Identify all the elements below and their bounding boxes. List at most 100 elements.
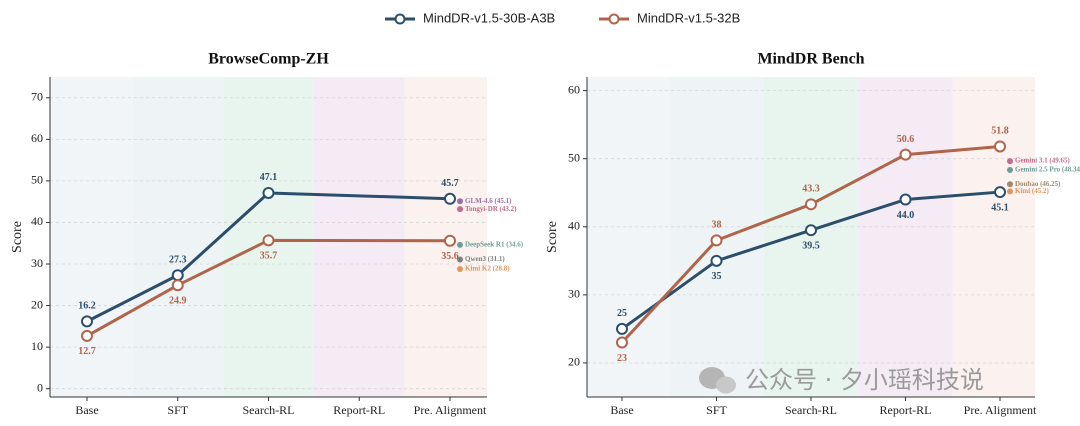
value-label: 16.2 [78,301,96,312]
y-tick-label: 30 [568,287,580,301]
x-tick-label: Pre. Alignment [964,403,1037,417]
chart-panel: MindDR Bench Score 20 30 40 50 60 Base SFT Search… [545,51,1080,417]
value-label: 44.0 [897,210,915,221]
data-point [710,254,723,267]
y-tick-label: 50 [568,150,580,164]
data-point [444,234,456,247]
legend-label: MindDR-v1.5-30B-A3B [423,10,555,25]
value-label: 38 [712,220,722,231]
y-axis-label: Score [10,221,25,253]
legend-item: MindDR-v1.5-30B-A3B [385,10,555,25]
value-label: 35.6 [441,251,459,262]
value-label: 24.9 [169,296,187,307]
data-point [994,186,1006,199]
category-band [858,77,953,397]
x-tick-label: Report-RL [880,403,932,417]
reference-label: GLM-4.6 (45.1) [465,197,512,205]
data-point [805,198,817,211]
reference-dot [1007,158,1013,165]
y-tick-label: 20 [31,297,43,311]
data-point [994,140,1006,153]
chart-title: BrowseComp-ZH [208,51,329,68]
y-tick-label: 60 [31,131,43,145]
watermark-icon [699,367,736,394]
value-label: 23 [617,353,627,364]
x-tick-label: SFT [706,403,727,417]
reference-label: Gemini 3.1 (49.65) [1015,157,1070,165]
category-band [587,77,670,397]
data-point [171,279,184,292]
y-tick-label: 60 [568,82,580,96]
reference-label: Kimi K2 (28.8) [465,265,510,273]
icon-bubble [716,376,736,394]
reference-label: Tongyi-DR (43.2) [465,205,517,213]
value-label: 51.8 [991,126,1009,137]
reference-dot [457,256,463,263]
x-tick-label: SFT [167,403,188,417]
reference-dot [457,241,463,248]
x-tick-label: Report-RL [333,403,385,417]
reference-dot [1007,181,1013,188]
reference-dot [457,266,463,272]
value-label: 12.7 [78,346,96,357]
value-label: 47.1 [260,172,278,183]
y-tick-label: 30 [31,256,43,270]
data-point [262,186,275,199]
reference-dot [1007,167,1013,174]
value-label: 39.5 [802,240,820,251]
data-point [81,315,93,328]
reference-label: Qwen3 (31.1) [465,255,505,263]
y-tick-label: 40 [31,214,43,228]
category-band [132,77,224,397]
data-point [899,148,912,161]
data-point [616,336,628,349]
reference-label: DeepSeek R1 (34.6) [465,241,524,249]
value-label: 35 [712,271,722,282]
category-band [313,77,405,397]
y-tick-label: 0 [37,380,43,394]
watermark: 公众号 · 夕小瑶科技说 [745,366,984,394]
y-tick-label: 50 [31,173,43,187]
chart-panel: BrowseComp-ZH Score 0 10 20 30 40 50 60 70 Base SFT… [10,51,524,417]
data-point [616,322,628,335]
value-label: 45.1 [991,202,1009,213]
category-band [763,77,859,397]
data-point [710,234,723,247]
value-label: 27.3 [169,255,187,266]
value-label: 35.7 [260,251,278,262]
category-band [50,77,133,397]
data-point [81,329,93,342]
value-label: 43.3 [802,184,820,195]
value-label: 45.7 [441,178,459,189]
series-line [86,191,451,323]
reference-label: Doubao (46.25) [1015,180,1061,188]
y-axis-label: Score [545,221,560,253]
reference-dot [457,206,463,213]
x-tick-label: Search-RL [785,403,837,417]
reference-label: Kimi (45.2) [1015,187,1049,195]
y-tick-label: 20 [568,355,580,369]
y-tick-label: 40 [568,219,580,233]
x-tick-label: Base [75,403,98,417]
chart-title: MindDR Bench [757,51,864,68]
data-point [171,269,184,282]
y-tick-label: 70 [31,90,43,104]
y-tick-label: 10 [31,339,43,353]
legend-marker [608,13,620,25]
data-point [262,234,275,247]
x-tick-label: Base [610,403,633,417]
category-band [952,77,1035,397]
data-point [444,192,456,205]
legend-label: MindDR-v1.5-32B [637,10,740,25]
x-tick-label: Search-RL [243,403,295,417]
reference-label: Gemini 2.5 Pro (48.34) [1015,166,1080,174]
x-tick-label: Pre. Alignment [414,403,487,417]
legend-item: MindDR-v1.5-32B [599,10,740,25]
reference-dot [1007,188,1013,195]
reference-dot [457,198,463,205]
series-line [86,238,451,338]
value-label: 50.6 [897,134,915,145]
data-point [805,224,817,237]
value-label: 25 [617,308,627,319]
